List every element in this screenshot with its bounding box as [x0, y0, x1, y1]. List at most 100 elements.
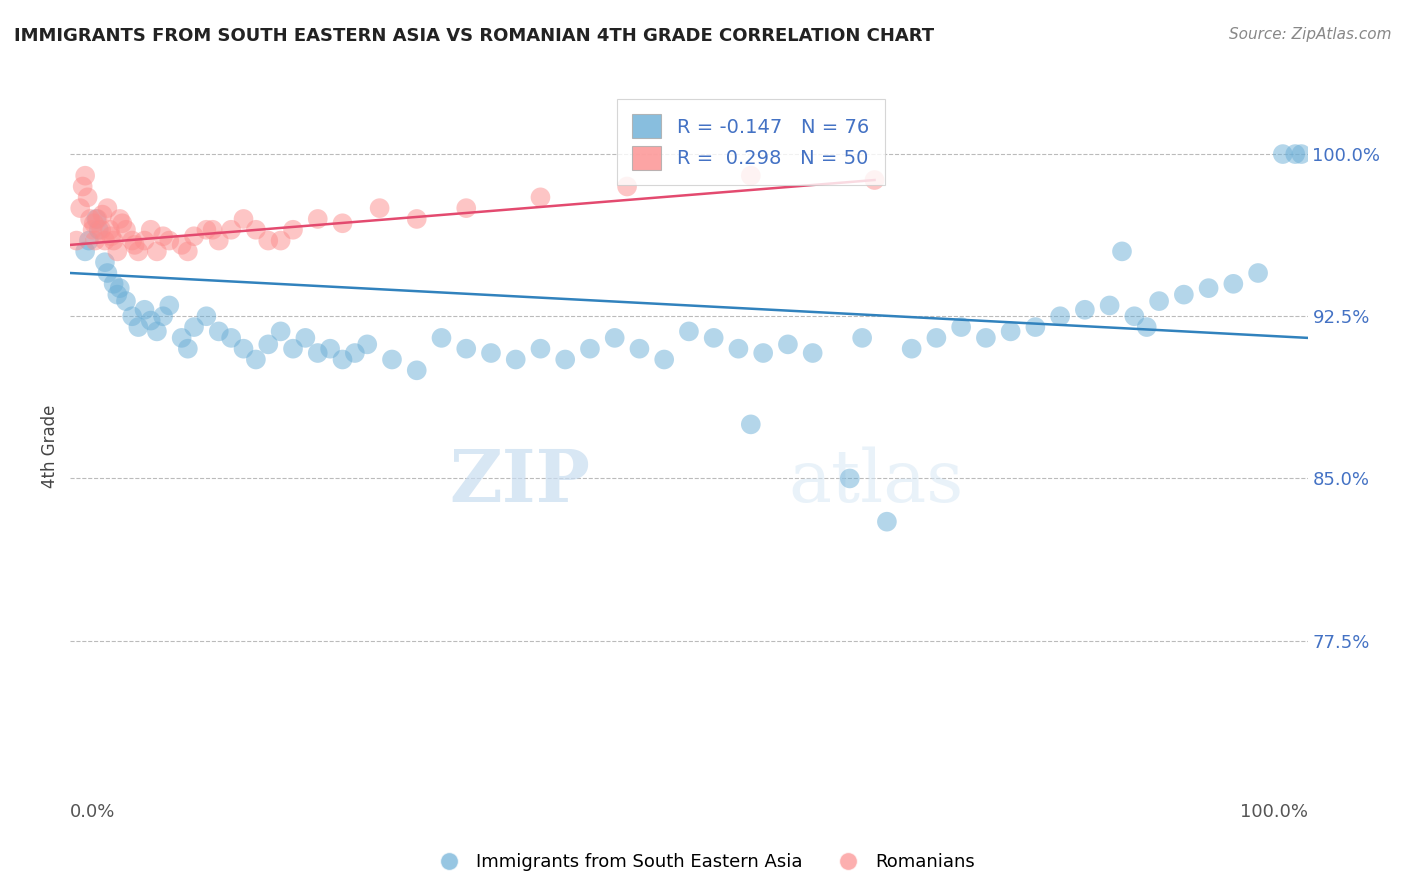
Point — [86, 211, 108, 226]
Point — [456, 201, 478, 215]
Text: IMMIGRANTS FROM SOUTH EASTERN ASIA VS ROMANIAN 4TH GRADE CORRELATION CHART: IMMIGRANTS FROM SOUTH EASTERN ASIA VS RO… — [14, 27, 934, 45]
Point — [876, 515, 898, 529]
Point — [294, 331, 316, 345]
Point — [98, 223, 121, 237]
Point — [83, 216, 105, 230]
Point — [152, 229, 174, 244]
Point — [127, 320, 149, 334]
Point — [307, 211, 329, 226]
Point — [405, 211, 427, 226]
Legend: Immigrants from South Eastern Asia, Romanians: Immigrants from South Eastern Asia, Roma… — [425, 847, 981, 879]
Point — [479, 346, 502, 360]
Point — [146, 244, 169, 259]
Point — [77, 234, 100, 248]
Point — [776, 337, 799, 351]
Point — [405, 363, 427, 377]
Point — [84, 234, 107, 248]
Point — [84, 211, 107, 226]
Point — [900, 342, 922, 356]
Point — [1111, 244, 1133, 259]
Point — [232, 342, 254, 356]
Point — [863, 173, 886, 187]
Point — [76, 190, 98, 204]
Point — [1000, 325, 1022, 339]
Text: atlas: atlas — [787, 446, 963, 517]
Point — [281, 342, 304, 356]
Text: ZIP: ZIP — [449, 446, 591, 517]
Point — [1147, 294, 1170, 309]
Point — [139, 223, 162, 237]
Point — [529, 190, 551, 204]
Point — [740, 169, 762, 183]
Point — [1049, 310, 1071, 324]
Point — [1074, 302, 1097, 317]
Point — [103, 234, 125, 248]
Point — [529, 342, 551, 356]
Point — [1024, 320, 1046, 334]
Point — [127, 244, 149, 259]
Point — [87, 223, 110, 237]
Point — [851, 331, 873, 345]
Point — [103, 277, 125, 291]
Point — [1291, 147, 1313, 161]
Point — [281, 223, 304, 237]
Point — [183, 229, 205, 244]
Point — [96, 201, 118, 215]
Point — [1098, 298, 1121, 312]
Point — [245, 223, 267, 237]
Y-axis label: 4th Grade: 4th Grade — [41, 404, 59, 488]
Point — [100, 229, 122, 244]
Point — [108, 281, 131, 295]
Point — [950, 320, 973, 334]
Point — [219, 331, 242, 345]
Text: 100.0%: 100.0% — [1240, 803, 1308, 821]
Point — [257, 337, 280, 351]
Point — [208, 325, 231, 339]
Point — [703, 331, 725, 345]
Point — [72, 179, 94, 194]
Point — [356, 337, 378, 351]
Point — [170, 238, 193, 252]
Point — [319, 342, 342, 356]
Point — [232, 211, 254, 226]
Point — [79, 211, 101, 226]
Point — [121, 234, 143, 248]
Point — [146, 325, 169, 339]
Point — [456, 342, 478, 356]
Point — [381, 352, 404, 367]
Point — [554, 352, 576, 367]
Point — [105, 287, 128, 301]
Point — [94, 234, 117, 248]
Point — [245, 352, 267, 367]
Point — [652, 352, 675, 367]
Point — [332, 216, 354, 230]
Point — [75, 244, 97, 259]
Point — [1136, 320, 1159, 334]
Point — [96, 266, 118, 280]
Point — [430, 331, 453, 345]
Point — [616, 179, 638, 194]
Point — [368, 201, 391, 215]
Point — [183, 320, 205, 334]
Point — [1173, 287, 1195, 301]
Point — [177, 342, 200, 356]
Point — [170, 331, 193, 345]
Point — [727, 342, 749, 356]
Point — [152, 310, 174, 324]
Point — [257, 234, 280, 248]
Point — [94, 255, 117, 269]
Text: Source: ZipAtlas.com: Source: ZipAtlas.com — [1229, 27, 1392, 42]
Legend: R = -0.147   N = 76, R =  0.298   N = 50: R = -0.147 N = 76, R = 0.298 N = 50 — [617, 99, 884, 186]
Point — [195, 223, 218, 237]
Point — [628, 342, 651, 356]
Point — [105, 244, 128, 259]
Point — [307, 346, 329, 360]
Point — [201, 223, 224, 237]
Point — [90, 223, 112, 237]
Point — [124, 238, 146, 252]
Point — [115, 223, 138, 237]
Point — [1123, 310, 1146, 324]
Point — [121, 310, 143, 324]
Point — [603, 331, 626, 345]
Point — [219, 223, 242, 237]
